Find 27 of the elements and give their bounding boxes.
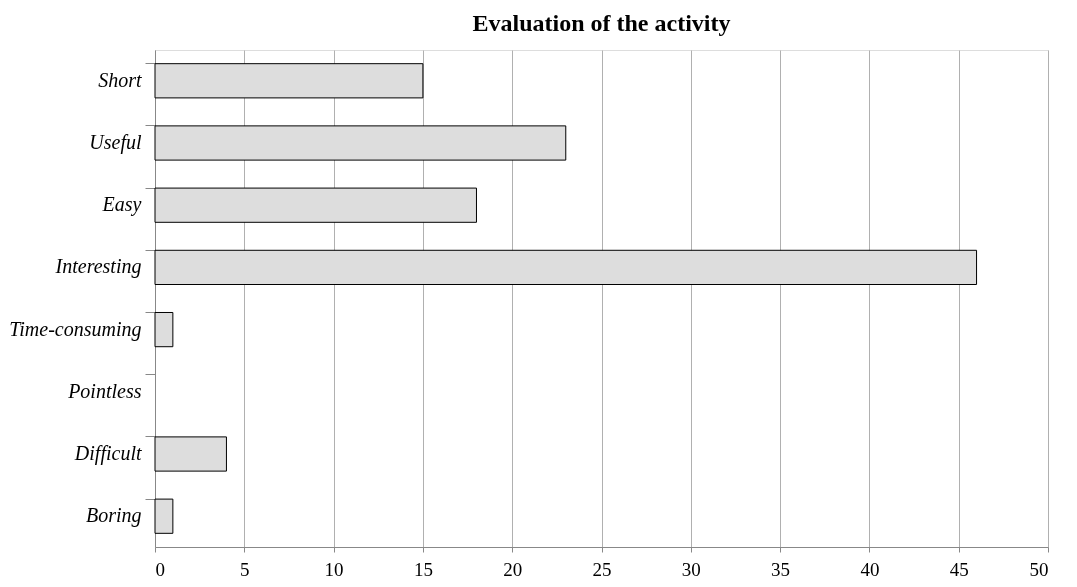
y-tick-label: Time-consuming [9, 317, 142, 341]
bar [154, 436, 227, 472]
y-tick-label: Difficult [73, 442, 142, 466]
x-tick-label: 5 [240, 558, 250, 580]
y-tick-label: Useful [89, 130, 142, 154]
bar [154, 312, 174, 348]
y-tick-label: Short [98, 68, 142, 91]
x-tick-label: 35 [771, 558, 791, 580]
y-tick-label: Pointless [67, 379, 142, 402]
bar [154, 125, 567, 161]
bar [154, 63, 424, 99]
x-tick-label: 10 [324, 558, 344, 580]
bar [154, 249, 978, 285]
x-tick-label: 0 [155, 558, 165, 580]
x-tick-label: 20 [503, 558, 523, 580]
y-tick-label: Easy [101, 193, 142, 217]
x-tick-label: 45 [949, 558, 969, 580]
y-tick-label: Interesting [54, 255, 142, 279]
bar [154, 187, 477, 223]
chart-title: Evaluation of the activity [472, 10, 731, 36]
y-tick-label: Boring [85, 504, 142, 528]
x-tick-label: 50 [1029, 558, 1049, 580]
x-tick-label: 15 [413, 558, 433, 580]
x-tick-label: 40 [860, 558, 880, 580]
x-tick-label: 25 [592, 558, 612, 580]
bar [154, 498, 174, 534]
x-tick-label: 30 [681, 558, 701, 580]
